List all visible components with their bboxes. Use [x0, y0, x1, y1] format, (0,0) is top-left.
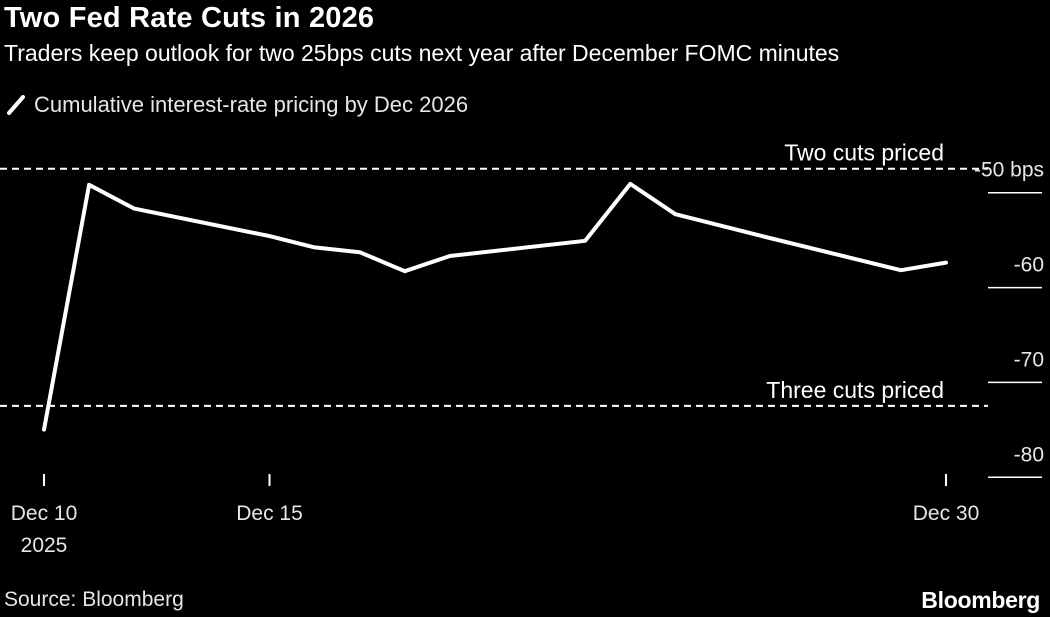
data-point	[628, 182, 632, 186]
data-point	[764, 235, 768, 239]
chart-subtitle: Traders keep outlook for two 25bps cuts …	[4, 40, 840, 66]
y-tick-label: -80	[1014, 443, 1044, 466]
data-point	[313, 245, 317, 249]
x-tick-label: Dec 15	[236, 502, 303, 525]
bloomberg-logo: Bloomberg	[921, 587, 1040, 613]
data-point	[944, 261, 948, 265]
y-tick-label: -70	[1014, 348, 1044, 371]
data-point	[42, 428, 46, 432]
source-note: Source: Bloomberg	[4, 588, 184, 611]
reference-label-two-cuts: Two cuts priced	[784, 140, 944, 166]
series-line-rate-pricing	[42, 181, 948, 432]
reference-label-three-cuts: Three cuts priced	[766, 377, 944, 403]
x-tick-sublabel: 2025	[21, 534, 68, 557]
y-tick-label: -50 bps	[974, 159, 1044, 182]
line-swatch-icon	[7, 95, 25, 115]
x-tick-label: Dec 30	[913, 502, 980, 525]
data-point	[403, 269, 407, 273]
data-point	[583, 239, 587, 243]
data-point	[358, 250, 362, 254]
data-point	[673, 212, 677, 216]
x-tick-label: Dec 10	[11, 502, 78, 525]
data-point	[87, 183, 91, 187]
data-point	[899, 268, 903, 272]
data-point	[448, 254, 452, 258]
legend: Cumulative interest-rate pricing by Dec …	[6, 90, 468, 120]
y-tick-label: -60	[1014, 254, 1044, 277]
chart-title: Two Fed Rate Cuts in 2026	[4, 2, 375, 34]
legend-label: Cumulative interest-rate pricing by Dec …	[34, 92, 469, 117]
data-point	[132, 207, 136, 211]
data-point	[268, 234, 272, 238]
